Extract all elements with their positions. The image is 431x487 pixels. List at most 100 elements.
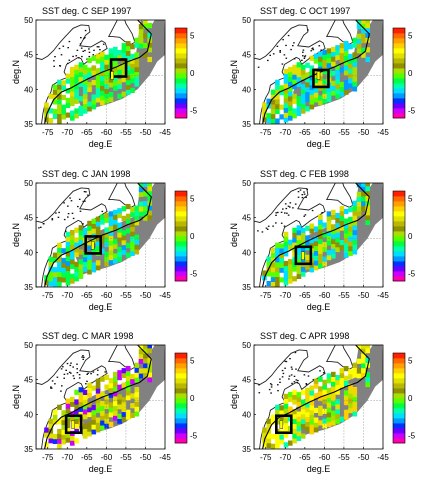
- sst-cell: [61, 424, 66, 430]
- sst-cell: [365, 372, 370, 378]
- y-tick-label: 50: [24, 341, 33, 350]
- sst-cell: [296, 411, 302, 417]
- land-speckle: [104, 371, 106, 373]
- sst-cell: [343, 375, 349, 381]
- land-speckle: [96, 374, 99, 376]
- sst-cell: [95, 73, 101, 79]
- sst-cell: [331, 410, 336, 416]
- sst-cell: [292, 399, 297, 405]
- colorbar-frame: [392, 190, 406, 282]
- sst-cell: [147, 23, 152, 29]
- land-speckle: [277, 384, 279, 386]
- sst-cell: [300, 74, 306, 80]
- sst-cell: [113, 410, 118, 416]
- land-speckle: [290, 374, 293, 376]
- sst-cell: [82, 394, 88, 400]
- sst-cell: [283, 393, 289, 399]
- sst-cell: [348, 207, 353, 213]
- sst-cell: [361, 201, 366, 207]
- sst-cell: [335, 88, 340, 94]
- land-speckle: [282, 208, 284, 210]
- sst-cell: [125, 60, 131, 66]
- coastline: [107, 20, 136, 45]
- sst-cell: [74, 84, 79, 90]
- sst-cell: [322, 59, 327, 65]
- colorbar-swatch: [393, 241, 405, 247]
- sst-cell: [313, 53, 319, 59]
- sst-cell: [292, 227, 297, 233]
- sst-cell: [57, 266, 62, 273]
- sst-cell: [87, 382, 92, 388]
- sst-cell: [348, 78, 353, 84]
- y-tick-label: 45: [242, 376, 251, 385]
- sst-cell: [270, 104, 276, 110]
- sst-cell: [331, 253, 336, 259]
- x-tick-label: -50: [140, 128, 152, 137]
- sst-cell: [57, 247, 62, 253]
- sst-cell: [339, 67, 345, 73]
- sst-cell: [65, 270, 71, 276]
- land-speckle: [301, 59, 303, 61]
- sst-cell: [61, 104, 66, 110]
- sst-cell: [292, 237, 297, 243]
- panel-title: SST deg. C FEB 1998: [260, 169, 349, 179]
- sst-cell: [288, 259, 293, 265]
- sst-cell: [57, 443, 62, 449]
- sst-cell: [52, 434, 58, 440]
- sst-cell: [309, 405, 315, 411]
- coastline: [107, 183, 136, 208]
- sst-cell: [108, 421, 114, 427]
- sst-cell: [134, 215, 140, 221]
- sst-cell: [134, 387, 140, 393]
- sst-cell: [65, 73, 71, 79]
- sst-cell: [48, 271, 54, 277]
- y-tick-label: 45: [242, 214, 251, 223]
- land-speckle: [293, 42, 295, 44]
- sst-cell: [91, 385, 97, 391]
- land-speckle: [68, 59, 71, 61]
- land-speckle: [88, 51, 91, 53]
- sst-cell: [52, 113, 58, 119]
- sst-cell: [82, 399, 88, 405]
- sst-cell: [279, 405, 284, 411]
- colorbar-swatch: [393, 206, 405, 212]
- sst-cell: [108, 77, 114, 83]
- sst-cell: [78, 387, 84, 393]
- sst-cell: [343, 223, 349, 229]
- sst-cell: [52, 94, 58, 100]
- sst-cell: [292, 409, 297, 415]
- sst-cell: [78, 273, 84, 279]
- sst-cell: [356, 33, 362, 39]
- sst-cell: [65, 427, 71, 433]
- map-area: [254, 345, 383, 449]
- sst-cell: [335, 246, 340, 253]
- sst-cell: [296, 101, 302, 107]
- land-speckle: [83, 191, 86, 193]
- sst-cell: [270, 434, 276, 440]
- sst-cell: [113, 376, 118, 382]
- sst-cell: [309, 55, 315, 61]
- sst-cell: [343, 50, 349, 56]
- sst-cell: [318, 386, 323, 392]
- sst-cell: [275, 108, 280, 114]
- sst-cell: [283, 427, 289, 433]
- sst-cell: [279, 257, 284, 264]
- land-speckle: [312, 379, 315, 381]
- sst-cell: [305, 240, 310, 246]
- sst-cell: [104, 227, 109, 233]
- sst-cell: [283, 398, 289, 404]
- sst-cell: [125, 89, 131, 95]
- sst-cell: [117, 69, 122, 75]
- sst-cell: [95, 427, 101, 433]
- sst-cell: [147, 42, 152, 48]
- sst-cell: [279, 90, 284, 96]
- sst-cell: [91, 247, 97, 253]
- sst-cell: [292, 74, 297, 80]
- sst-cell: [143, 210, 148, 216]
- sst-cell: [78, 392, 84, 398]
- sst-cell: [117, 64, 122, 70]
- colorbar-frame: [392, 27, 406, 119]
- sst-cell: [296, 230, 302, 236]
- gap-marker: [279, 420, 284, 429]
- sst-cell: [335, 222, 340, 228]
